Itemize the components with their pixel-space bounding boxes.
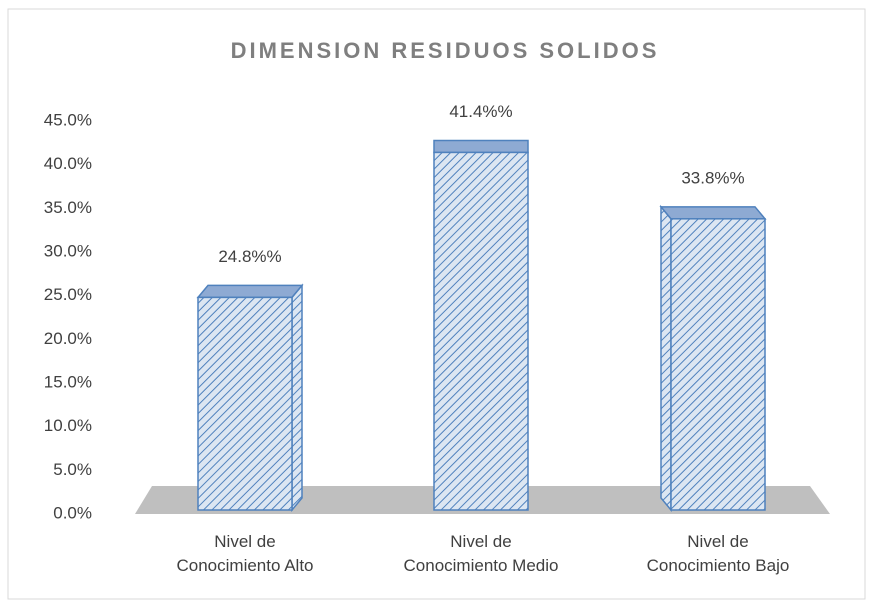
bar-side <box>660 204 672 513</box>
bar <box>670 218 766 511</box>
y-tick-label: 20.0% <box>44 329 92 348</box>
y-tick-label: 45.0% <box>44 110 92 129</box>
data-label: 41.4%% <box>449 102 512 121</box>
data-label: 33.8%% <box>681 168 744 187</box>
bar-side <box>291 283 303 513</box>
chart-border <box>7 8 866 600</box>
y-tick-label: 25.0% <box>44 285 92 304</box>
bar-top <box>196 284 304 299</box>
bar-top <box>659 206 767 220</box>
y-tick-label: 35.0% <box>44 198 92 217</box>
y-tick-label: 30.0% <box>44 241 92 260</box>
data-label: 24.8%% <box>218 247 281 266</box>
chart-title: DIMENSION RESIDUOS SOLIDOS <box>231 38 660 63</box>
bar <box>433 151 529 511</box>
bar <box>197 296 293 511</box>
y-tick-label: 10.0% <box>44 416 92 435</box>
x-tick-label: Nivel de Conocimiento Bajo <box>646 532 790 575</box>
y-tick-label: 5.0% <box>53 460 92 479</box>
y-tick-label: 15.0% <box>44 372 92 391</box>
bar-top <box>433 139 529 154</box>
y-tick-label: 0.0% <box>53 503 92 522</box>
x-tick-label: Nivel de Conocimiento Alto <box>176 532 314 575</box>
x-tick-label: Nivel de Conocimiento Medio <box>403 532 559 575</box>
y-tick-label: 40.0% <box>44 154 92 173</box>
